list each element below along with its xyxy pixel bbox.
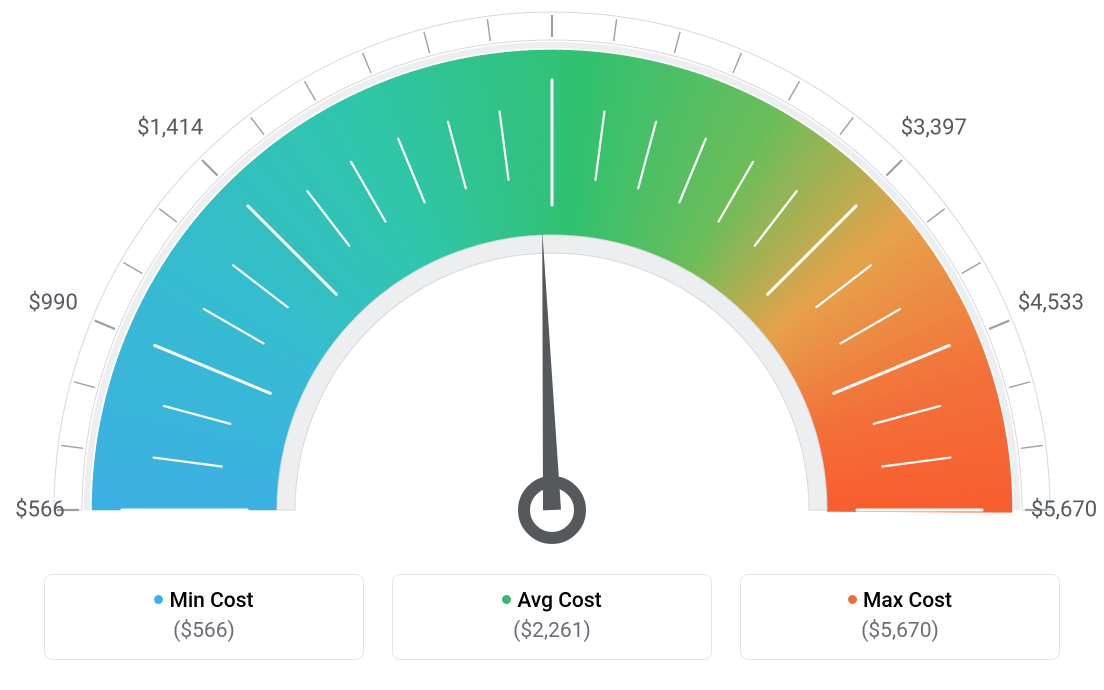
gauge-tick-label: $1,414 [137,116,203,141]
legend-card-min: Min Cost ($566) [44,574,364,660]
legend-dot-avg [502,595,511,604]
legend-title-max-text: Max Cost [863,589,952,613]
legend-dot-min [154,595,163,604]
gauge-svg [0,0,1104,560]
legend-row: Min Cost ($566) Avg Cost ($2,261) Max Co… [0,574,1104,660]
legend-card-max: Max Cost ($5,670) [740,574,1060,660]
legend-title-min-text: Min Cost [169,589,253,613]
gauge-tick-label: $566 [15,498,64,523]
legend-card-avg: Avg Cost ($2,261) [392,574,712,660]
legend-dot-max [848,595,857,604]
gauge-tick-label: $990 [28,291,77,316]
legend-title-avg: Avg Cost [393,589,711,613]
gauge-tick-label: $3,397 [901,116,967,141]
legend-value-max: ($5,670) [741,619,1059,643]
legend-title-max: Max Cost [741,589,1059,613]
gauge-tick-label: $5,670 [1031,498,1097,523]
legend-title-min: Min Cost [45,589,363,613]
gauge-chart: $566$990$1,414$2,261$3,397$4,533$5,670 [0,0,1104,560]
legend-value-min: ($566) [45,619,363,643]
legend-title-avg-text: Avg Cost [517,589,601,613]
gauge-tick-label: $4,533 [1018,291,1084,316]
legend-value-avg: ($2,261) [393,619,711,643]
